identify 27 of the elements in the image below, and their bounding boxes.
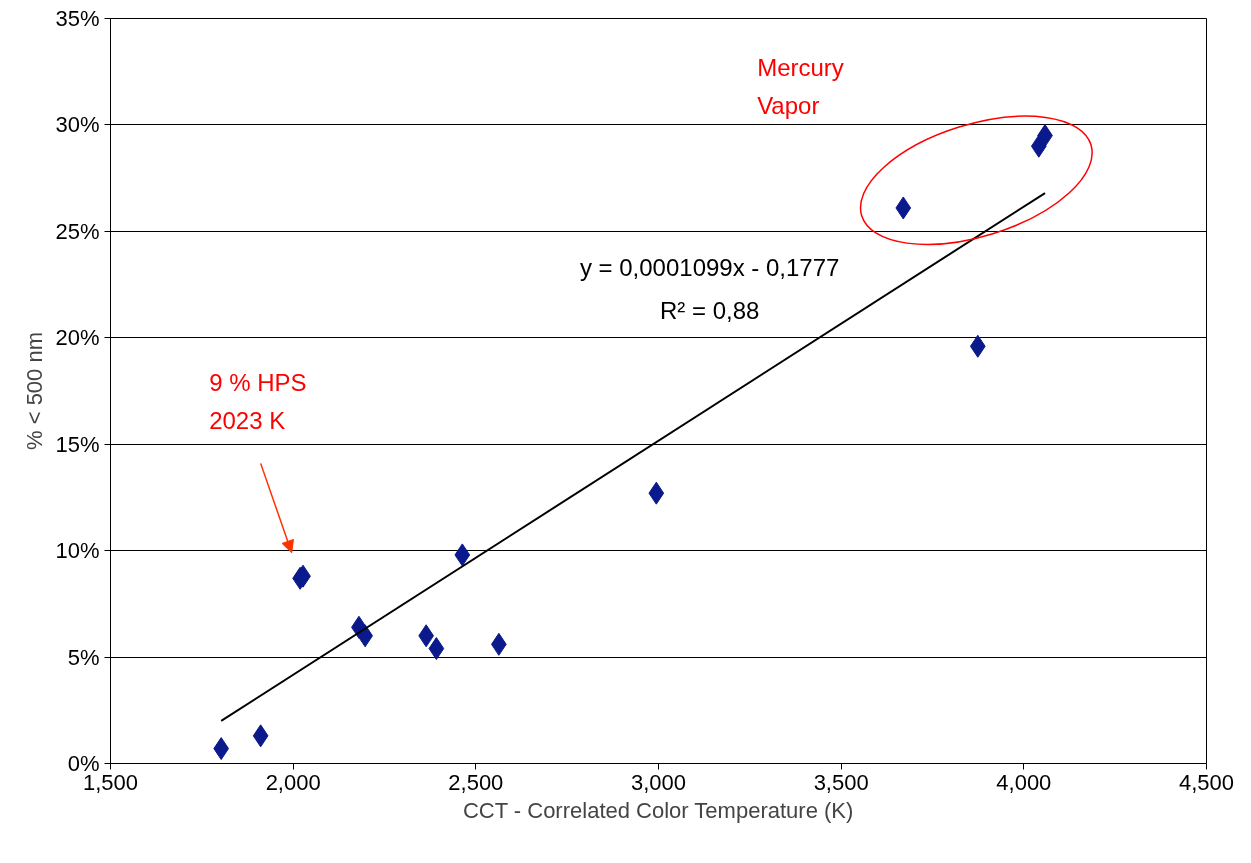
x-tick-label: 4,500 [1178, 769, 1235, 795]
annotation: 9 % HPS 2023 K [209, 368, 307, 435]
point [428, 637, 445, 661]
x-tick-label: 4,000 [996, 769, 1052, 795]
y-tick-label: 5% [67, 644, 100, 670]
y-tick-label: 30% [55, 112, 100, 138]
point [648, 481, 665, 505]
annotation: Mercury Vapor [757, 53, 844, 120]
y-tick-label: 15% [55, 431, 100, 457]
y-tick-label: 10% [55, 538, 100, 564]
x-tick-label: 3,500 [813, 769, 869, 795]
y-tick-label: 35% [55, 6, 100, 31]
annotation: y = 0,0001099x - 0,1777 [579, 254, 840, 282]
x-tick-label: 2,500 [448, 769, 504, 795]
point [969, 334, 986, 358]
y-axis-title: % < 500 nm [22, 331, 48, 451]
x-axis-title: CCT - Correlated Color Temperature (K) [462, 797, 854, 823]
x-tick-label: 3,000 [630, 769, 687, 795]
x-tick-label: 2,000 [265, 769, 321, 795]
point [895, 196, 912, 220]
point [213, 737, 230, 761]
y-tick-label: 25% [55, 218, 100, 244]
y-tick-label: 20% [55, 325, 100, 351]
annotation: R² = 0,88 [659, 296, 760, 324]
point [454, 543, 471, 567]
point [252, 724, 269, 748]
y-tick-label: 0% [67, 751, 100, 776]
